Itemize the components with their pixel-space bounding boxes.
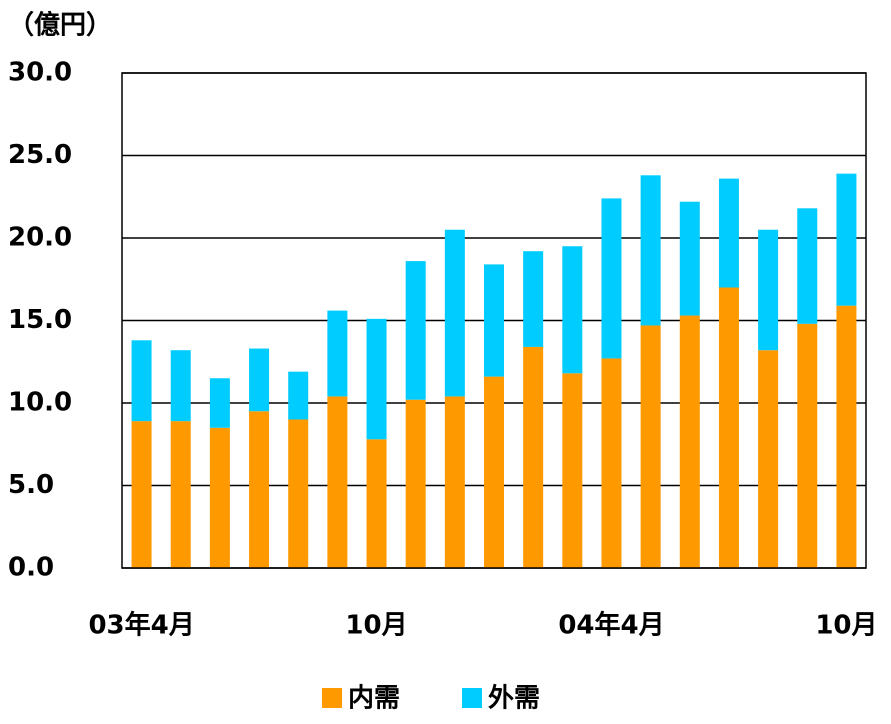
bar-segment xyxy=(288,419,309,568)
bar-segment xyxy=(758,350,779,568)
bar-segment xyxy=(366,439,387,568)
legend-label: 内需 xyxy=(348,684,400,714)
bar-segment xyxy=(249,411,270,568)
y-tick-label: 25.0 xyxy=(8,140,72,170)
bar-segment xyxy=(209,378,230,428)
y-tick-label: 0.0 xyxy=(8,553,54,583)
bar-segment xyxy=(405,261,426,400)
plot-frame xyxy=(121,72,867,569)
bar-segment xyxy=(797,208,818,324)
bar-segment xyxy=(444,229,465,397)
x-tick-label: 10月 xyxy=(815,611,877,641)
bar-segment xyxy=(170,350,191,422)
bar-segment xyxy=(523,251,544,347)
bar-segment xyxy=(484,376,504,568)
bar-segment xyxy=(601,198,622,359)
bar-segment xyxy=(523,346,544,568)
bar-segment xyxy=(484,264,504,377)
bar-segment xyxy=(640,325,661,568)
legend-swatch xyxy=(462,688,482,708)
bar-segment xyxy=(327,396,348,568)
bar-segment xyxy=(131,421,152,568)
bar-segment xyxy=(836,305,857,568)
bar-segment xyxy=(601,358,622,568)
bar-segment xyxy=(562,246,583,374)
bar-segment xyxy=(836,173,857,306)
bar-segment xyxy=(366,318,387,440)
legend-swatch xyxy=(322,688,342,708)
y-tick-label: 20.0 xyxy=(8,223,72,253)
bar-segment xyxy=(562,373,583,568)
y-tick-label: 5.0 xyxy=(8,470,54,500)
bar-segment xyxy=(327,310,348,397)
x-tick-label: 03年4月 xyxy=(88,610,194,641)
bar-segment xyxy=(209,427,230,568)
bar-segment xyxy=(131,340,152,422)
y-tick-label: 30.0 xyxy=(8,58,72,88)
bar-segment xyxy=(758,229,779,351)
legend-label: 外需 xyxy=(488,684,540,714)
y-tick-label: 15.0 xyxy=(8,305,72,335)
bar-segment xyxy=(249,348,270,412)
bar-segment xyxy=(679,315,700,568)
y-tick-label: 10.0 xyxy=(8,388,72,418)
bar-segment xyxy=(640,175,661,326)
bar-segment xyxy=(718,178,739,288)
x-tick-label: 04年4月 xyxy=(558,610,664,641)
bar-segment xyxy=(444,396,465,568)
bar-segment xyxy=(405,399,426,568)
y-axis-label: （億円） xyxy=(8,11,112,41)
bar-segment xyxy=(718,287,739,568)
bar-segment xyxy=(288,371,309,420)
bar-segment xyxy=(679,201,700,316)
bar-segment xyxy=(170,421,191,568)
x-tick-label: 10月 xyxy=(345,611,407,641)
bar-segment xyxy=(797,323,818,568)
